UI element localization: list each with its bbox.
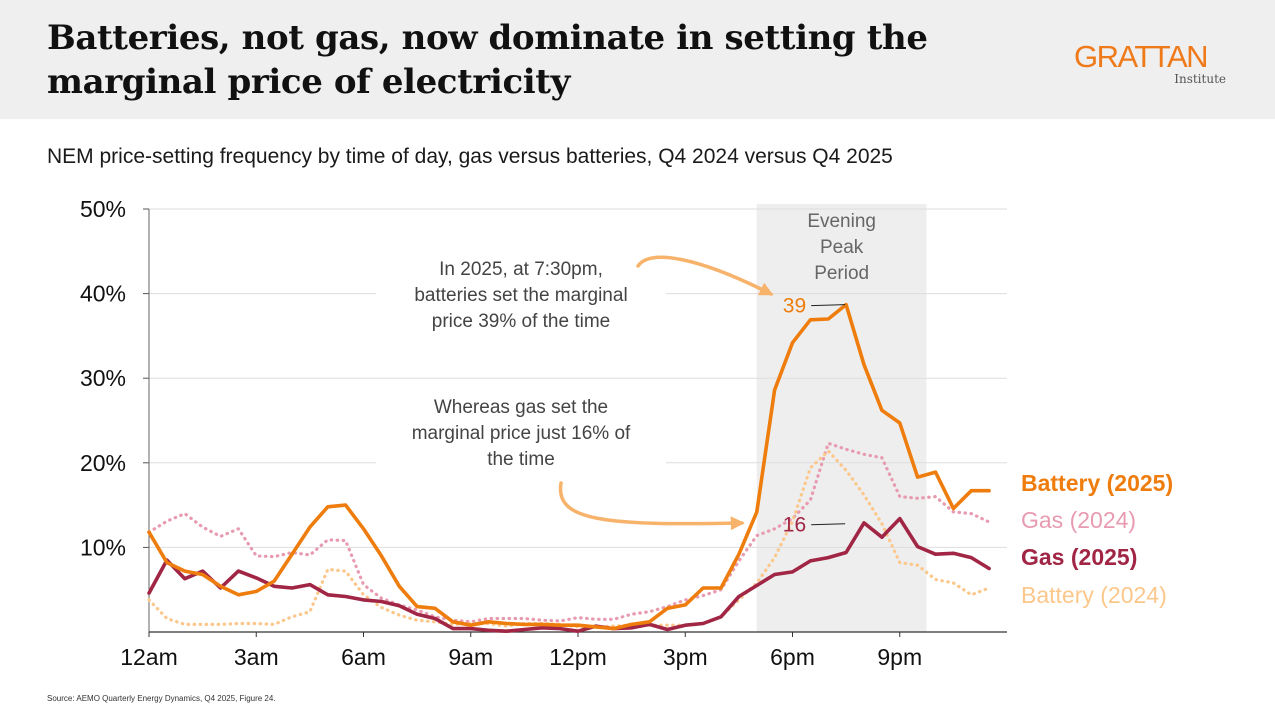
legend-label-battery2024: Battery (2024)	[1021, 582, 1167, 608]
point-label: 39	[783, 295, 806, 318]
series-line-gas2025	[147, 516, 991, 634]
x-tick-label: 6pm	[770, 644, 815, 670]
y-tick-label: 50%	[80, 196, 126, 222]
legend-label-battery2025: Battery (2025)	[1021, 470, 1173, 496]
annotation-text: marginal price just 16% of	[412, 423, 631, 444]
evening-peak-shade	[756, 204, 927, 632]
x-tick-label: 12pm	[549, 644, 607, 670]
series-line-battery2024	[147, 449, 991, 629]
x-tick-label: 3pm	[663, 644, 708, 670]
annotation-text: price 39% of the time	[432, 311, 610, 332]
annotation-arrow	[636, 255, 774, 296]
annotation-box	[376, 391, 666, 475]
series-line-battery2025	[147, 302, 991, 631]
source-note: Source: AEMO Quarterly Energy Dynamics, …	[47, 694, 276, 703]
evening-peak-label: Evening	[807, 211, 876, 232]
y-tick-label: 30%	[80, 365, 126, 391]
x-tick-label: 9pm	[877, 644, 922, 670]
legend-label-gas2025: Gas (2025)	[1021, 544, 1137, 570]
x-tick-label: 9am	[448, 644, 493, 670]
logo-subtext: Institute	[1174, 72, 1226, 86]
annotation-text: batteries set the marginal	[414, 285, 627, 306]
annotation-text: the time	[487, 449, 555, 470]
x-tick-label: 12am	[120, 644, 178, 670]
x-tick-label: 3am	[234, 644, 279, 670]
grattan-logo: GRATTAN Institute	[1074, 40, 1234, 90]
chart-subtitle: NEM price-setting frequency by time of d…	[47, 145, 893, 168]
annotation-text: In 2025, at 7:30pm,	[439, 259, 603, 280]
y-tick-label: 10%	[80, 534, 126, 560]
logo-wordmark: GRATTAN	[1074, 39, 1209, 74]
series-line-gas2024	[147, 441, 991, 624]
point-label-leader	[811, 523, 846, 526]
point-label-leader	[811, 304, 846, 307]
legend-label-gas2024: Gas (2024)	[1021, 507, 1136, 533]
annotation-box	[376, 253, 666, 337]
y-tick-label: 20%	[80, 450, 126, 476]
chart-title: Batteries, not gas, now dominate in sett…	[47, 18, 928, 102]
header-band	[0, 0, 1275, 119]
point-label: 16	[783, 514, 806, 537]
evening-peak-label: Peak	[820, 237, 864, 258]
evening-peak-label: Period	[814, 263, 869, 284]
annotation-arrow	[558, 481, 745, 531]
annotation-text: Whereas gas set the	[434, 397, 608, 418]
y-tick-label: 40%	[80, 281, 126, 307]
x-tick-label: 6am	[341, 644, 386, 670]
